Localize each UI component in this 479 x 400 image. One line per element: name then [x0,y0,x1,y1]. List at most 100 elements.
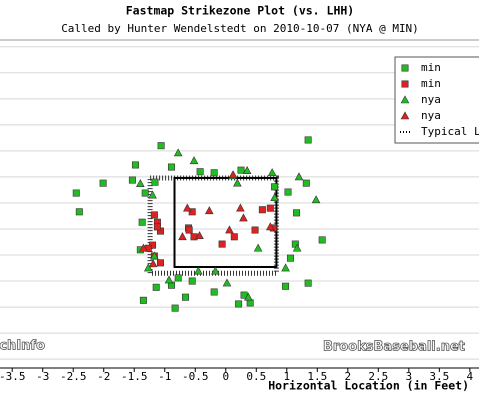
point [236,203,245,212]
point [258,206,266,214]
point [72,189,80,197]
point [304,136,312,144]
x-tick-label: -1 [158,370,171,383]
point [139,243,148,252]
point [218,240,226,248]
x-tick-label: -3 [36,370,49,383]
watermark: BrooksBaseball.net [323,340,465,355]
point [281,263,290,272]
point [284,188,292,196]
point [128,176,136,184]
point [286,254,294,262]
point [318,236,326,244]
point [211,266,220,275]
x-tick-label: -2.5 [60,370,87,383]
legend-label: nya [421,109,441,122]
point [148,259,158,268]
point [178,232,187,241]
point [230,233,238,241]
point [194,266,203,275]
x-tick-label: 0.5 [246,370,266,383]
point [225,225,234,234]
point [151,178,159,186]
point [266,222,275,231]
point [185,226,193,234]
point [167,163,175,171]
legend-marker [400,95,410,104]
point [282,282,290,290]
point [188,208,196,216]
point [174,274,182,282]
point [304,279,312,287]
x-tick-label: 0 [222,370,229,383]
x-axis-title: Horizontal Location (in Feet) [268,379,469,393]
point [311,195,321,204]
point [271,183,279,191]
legend-label: min [421,61,441,74]
x-tick-label: 3 [406,370,413,383]
x-tick-label: -2 [97,370,110,383]
x-tick-label: -3.5 [0,370,25,383]
point [237,166,245,174]
point [293,209,301,217]
point [204,206,214,215]
point [266,204,274,212]
point [233,178,242,187]
point [251,226,259,234]
point [139,296,147,304]
point [138,218,146,226]
legend-label: Typical LHH [421,125,479,138]
chart-title: Fastmap Strikezone Plot (vs. LHH) [126,4,354,18]
x-tick-label: 2.5 [368,370,388,383]
point [195,231,204,240]
x-tick-label: -0.5 [182,370,209,383]
point [244,292,253,301]
point [136,179,145,187]
point [150,251,159,260]
point [181,293,189,301]
legend-label: min [421,77,441,90]
x-tick-label: 4 [467,370,474,383]
point [270,193,279,202]
point [156,259,164,267]
point [222,278,232,287]
point [292,243,302,252]
point [153,223,161,231]
point [164,275,174,284]
legend-marker [400,111,410,120]
point [210,169,218,177]
point [228,170,238,179]
point [157,142,165,150]
point [143,263,153,272]
legend-label: nya [421,93,441,106]
point [183,203,192,212]
x-tick-label: 1 [283,370,290,383]
chart-subtitle: Called by Hunter Wendelstedt on 2010-10-… [61,22,419,35]
legend-marker [401,80,409,88]
legend-marker [401,64,409,72]
point [210,288,218,296]
point [302,179,310,187]
point [171,304,179,312]
x-tick-label: 1.5 [307,370,327,383]
point [173,148,183,157]
point [152,283,160,291]
point [253,243,263,252]
point [196,168,204,176]
point [239,213,248,222]
point [188,277,196,285]
point [99,179,107,187]
point [131,161,139,169]
x-tick-label: 3.5 [429,370,449,383]
point [235,300,243,308]
point [141,189,149,197]
point [246,299,254,307]
watermark: PitchInfo [0,339,45,354]
point [150,211,158,219]
strike-zone [173,176,278,268]
x-tick-label: -1.5 [121,370,148,383]
point [148,190,157,199]
point [267,168,277,177]
